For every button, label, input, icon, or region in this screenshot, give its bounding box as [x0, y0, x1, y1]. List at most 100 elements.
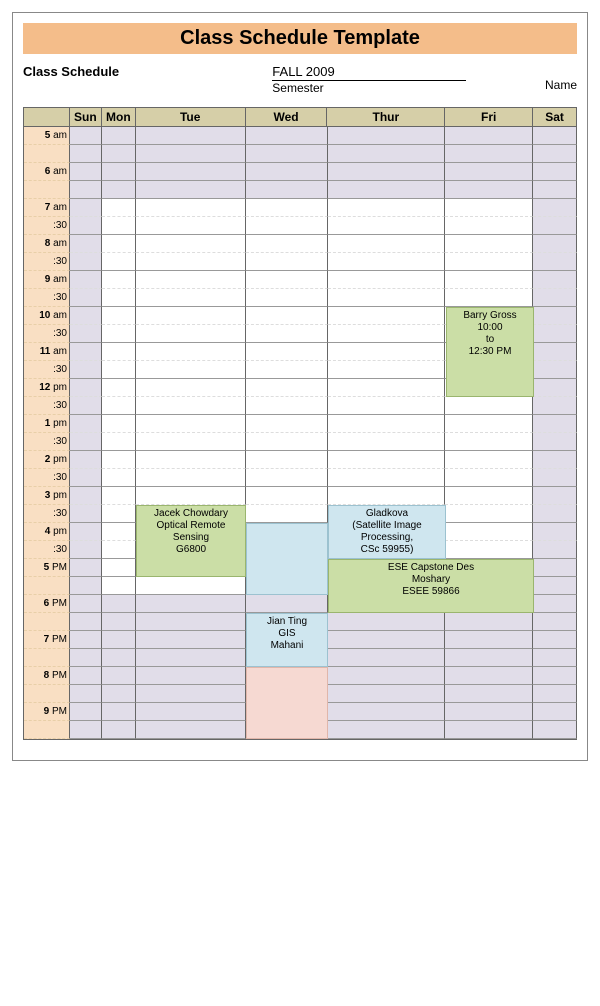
event-text: Mahani: [247, 640, 327, 652]
grid-cell: [136, 667, 246, 685]
semester-value[interactable]: FALL 2009: [272, 64, 466, 81]
grid-cell: [445, 397, 533, 415]
grid-cell: [328, 253, 446, 271]
event-text: to: [447, 334, 533, 346]
grid-cell: [246, 469, 328, 487]
grid-cell: [533, 433, 577, 451]
time-label: :30: [24, 505, 70, 523]
grid-cell: [533, 667, 577, 685]
grid-cell: [70, 271, 102, 289]
time-label: [24, 721, 70, 739]
grid-cell: [328, 487, 446, 505]
event-block[interactable]: Gladkova(Satellite ImageProcessing,CSc 5…: [328, 505, 446, 559]
event-block[interactable]: Jian TingGISMahani: [246, 613, 328, 667]
event-block[interactable]: ESE Capstone DesMosharyESEE 59866: [328, 559, 534, 613]
grid-cell: [70, 613, 102, 631]
grid-cell: [328, 703, 446, 721]
grid-cell: [136, 649, 246, 667]
grid-cell: [533, 451, 577, 469]
grid-cell: [328, 307, 446, 325]
grid-cell: [533, 163, 577, 181]
grid-cell: [533, 631, 577, 649]
grid-cell: [70, 163, 102, 181]
grid-cell: [445, 181, 533, 199]
time-label: 1 pm: [24, 415, 70, 433]
time-label: [24, 613, 70, 631]
schedule-grid: SunMonTueWedThurFriSat 5 am6 am7 am:308 …: [23, 107, 577, 740]
grid-cell: [328, 397, 446, 415]
time-label: [24, 649, 70, 667]
grid-cell: [246, 253, 328, 271]
grid-cell: [533, 253, 577, 271]
grid-cell: [445, 271, 533, 289]
grid-cell: [136, 379, 246, 397]
grid-cell: [70, 541, 102, 559]
time-label: :30: [24, 469, 70, 487]
time-row: 1 pm: [24, 415, 577, 433]
grid-cell: [445, 523, 533, 541]
grid-cell: [102, 559, 136, 577]
grid-cell: [102, 415, 136, 433]
time-label: 6 am: [24, 163, 70, 181]
day-header-wed: Wed: [246, 108, 328, 126]
grid-cell: [70, 433, 102, 451]
event-block[interactable]: [246, 667, 328, 739]
grid-cell: [445, 487, 533, 505]
grid-cell: [70, 487, 102, 505]
grid-cell: [70, 721, 102, 739]
grid-cell: [533, 505, 577, 523]
grid-cell: [136, 271, 246, 289]
grid-cell: [328, 631, 446, 649]
time-label: 2 pm: [24, 451, 70, 469]
grid-cell: [70, 307, 102, 325]
time-label: 9 PM: [24, 703, 70, 721]
event-text: 12:30 PM: [447, 346, 533, 358]
grid-cell: [70, 685, 102, 703]
event-text: GIS: [247, 628, 327, 640]
event-text: Jacek Chowdary: [137, 508, 245, 520]
grid-cell: [533, 595, 577, 613]
grid-cell: [533, 397, 577, 415]
grid-cell: [246, 325, 328, 343]
grid-cell: [445, 541, 533, 559]
grid-cell: [533, 271, 577, 289]
grid-cell: [328, 325, 446, 343]
event-text: Optical Remote: [137, 520, 245, 532]
time-row: 2 pm: [24, 451, 577, 469]
grid-cell: [533, 703, 577, 721]
grid-cell: [246, 397, 328, 415]
time-label: 4 pm: [24, 523, 70, 541]
grid-cell: [102, 289, 136, 307]
event-text: Moshary: [329, 574, 533, 586]
event-block[interactable]: [246, 523, 328, 595]
grid-cell: [445, 667, 533, 685]
grid-cell: [70, 559, 102, 577]
grid-cell: [533, 487, 577, 505]
event-block[interactable]: Jacek ChowdaryOptical RemoteSensingG6800: [136, 505, 246, 577]
grid-cell: [70, 703, 102, 721]
grid-cell: [445, 145, 533, 163]
grid-cell: [533, 361, 577, 379]
grid-cell: [102, 469, 136, 487]
grid-cell: [533, 577, 577, 595]
grid-cell: [328, 415, 446, 433]
event-block[interactable]: Barry Gross10:00to12:30 PM: [446, 307, 534, 397]
grid-cell: [102, 595, 136, 613]
grid-cell: [136, 577, 246, 595]
grid-cell: [136, 631, 246, 649]
grid-cell: [136, 217, 246, 235]
grid-cell: [445, 721, 533, 739]
grid-cell: [102, 721, 136, 739]
grid-cell: [136, 253, 246, 271]
grid-cell: [445, 505, 533, 523]
name-label: Name: [466, 64, 577, 92]
grid-cell: [70, 145, 102, 163]
grid-cell: [445, 415, 533, 433]
grid-cell: [136, 307, 246, 325]
grid-cell: [533, 559, 577, 577]
time-label: 3 pm: [24, 487, 70, 505]
grid-cell: [533, 289, 577, 307]
grid-cell: [136, 289, 246, 307]
grid-cell: [136, 361, 246, 379]
grid-cell: [246, 217, 328, 235]
